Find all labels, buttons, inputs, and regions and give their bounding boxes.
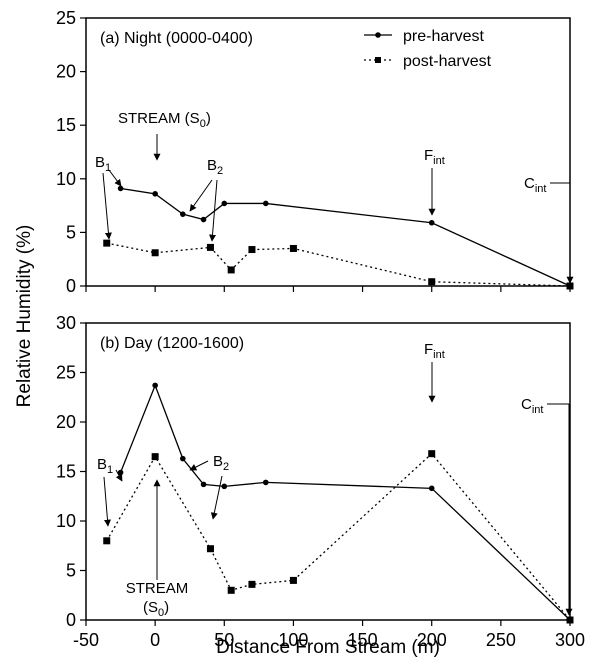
series-line-post-harvest-night	[106, 242, 571, 287]
c-int-arrow	[550, 182, 574, 284]
x-tick-label-0: -50	[73, 630, 99, 650]
b2-arrow-post-day	[210, 475, 223, 520]
point-post-harvest-night-1	[151, 249, 159, 257]
point-pre-harvest-night-1	[152, 191, 158, 197]
panel-night: (a) Night (0000-0400) pre-harvest post-h…	[56, 8, 574, 296]
x-tick-label-2: 50	[214, 630, 234, 650]
f-int-label-day: Fint	[424, 341, 445, 361]
point-post-harvest-day-5	[289, 576, 297, 584]
point-post-harvest-day-7	[566, 616, 574, 624]
point-pre-harvest-night-0	[117, 185, 124, 192]
c-int-label: Cint	[524, 175, 546, 195]
x-tick-label-1: 0	[150, 630, 160, 650]
y-tick-label-night-3: 15	[56, 115, 76, 135]
point-post-harvest-day-0	[103, 537, 111, 545]
b2-label: B2	[207, 157, 223, 177]
legend-pre-harvest-marker	[375, 32, 381, 38]
y-tick-label-day-6: 30	[56, 313, 76, 333]
b1-label-day: B1	[97, 456, 113, 476]
point-post-harvest-night-6	[428, 278, 436, 286]
b2-arrow-pre	[189, 179, 213, 212]
point-pre-harvest-day-6	[428, 485, 435, 492]
y-tick-label-day-2: 10	[56, 511, 76, 531]
point-pre-harvest-day-1	[152, 382, 158, 389]
stream-label-day: STREAM	[126, 580, 189, 597]
stream-sub-label-day: (S0)	[143, 599, 169, 619]
y-tick-label-day-1: 5	[66, 561, 76, 581]
c-int-arrow-day	[547, 403, 573, 616]
point-pre-harvest-day-5	[262, 479, 269, 486]
point-post-harvest-day-4	[248, 580, 256, 588]
b1-label: B1	[95, 154, 111, 174]
point-post-harvest-night-2	[206, 243, 214, 251]
b1-arrow-post	[102, 172, 112, 240]
point-post-harvest-night-5	[289, 244, 297, 252]
c-int-label-day: Cint	[521, 396, 543, 416]
point-post-harvest-day-3	[227, 586, 235, 594]
panel-day-title: (b) Day (1200-1600)	[100, 335, 244, 352]
b1-arrow-pre	[108, 169, 122, 187]
point-post-harvest-night-0	[103, 239, 111, 247]
legend-post-harvest-label: post-harvest	[403, 53, 492, 70]
y-tick-label-day-0: 0	[66, 610, 76, 630]
x-tick-label-5: 200	[417, 630, 447, 650]
series-line-pre-harvest-night	[120, 187, 571, 287]
series-line-post-harvest-day	[106, 452, 571, 621]
point-post-harvest-night-3	[227, 266, 235, 274]
y-tick-label-night-1: 5	[66, 222, 76, 242]
point-pre-harvest-day-0	[117, 469, 124, 476]
panel-night-annotations: B1 STREAM (S0) B2 Fint Cint	[95, 110, 574, 284]
panel-day: (b) Day (1200-1600) B1 STREAM (S0) B2 Fi…	[56, 313, 585, 650]
y-tick-label-day-5: 25	[56, 363, 76, 383]
point-post-harvest-day-2	[206, 545, 214, 553]
y-tick-label-night-4: 20	[56, 62, 76, 82]
x-tick-label-4: 150	[348, 630, 378, 650]
panel-day-annotations: B1 STREAM (S0) B2 Fint Cint	[97, 341, 573, 619]
b1-arrow-pre-day	[115, 469, 123, 482]
point-pre-harvest-day-2	[180, 455, 186, 462]
y-axis-label: Relative Humidity (%)	[14, 225, 35, 408]
point-post-harvest-day-1	[151, 453, 159, 461]
panel-night-frame	[85, 17, 571, 287]
x-tick-label-3: 100	[278, 630, 308, 650]
point-post-harvest-night-7	[566, 282, 574, 290]
x-tick-label-7: 300	[555, 630, 585, 650]
y-tick-label-night-0: 0	[66, 276, 76, 296]
y-tick-label-night-2: 10	[56, 169, 76, 189]
series-line-pre-harvest-day	[119, 383, 571, 621]
point-pre-harvest-night-5	[262, 200, 269, 207]
point-post-harvest-night-4	[248, 246, 256, 254]
point-pre-harvest-night-4	[221, 200, 228, 207]
legend-post-harvest-marker	[375, 57, 381, 63]
point-pre-harvest-night-2	[180, 211, 186, 217]
point-post-harvest-day-6	[428, 450, 436, 458]
panel-night-title: (a) Night (0000-0400)	[100, 30, 253, 47]
point-pre-harvest-night-6	[428, 219, 435, 226]
b1-arrow-post-day	[103, 476, 111, 527]
x-axis-label: Distance From Stream (m)	[216, 637, 440, 658]
point-pre-harvest-day-4	[221, 483, 228, 490]
point-pre-harvest-night-3	[200, 216, 207, 223]
f-int-label: Fint	[424, 147, 445, 167]
x-tick-label-6: 250	[486, 630, 516, 650]
panel-day-frame	[85, 322, 571, 621]
y-tick-label-day-3: 15	[56, 462, 76, 482]
y-tick-label-day-4: 20	[56, 412, 76, 432]
legend-pre-harvest-label: pre-harvest	[403, 28, 484, 45]
legend: pre-harvest post-harvest	[364, 28, 492, 70]
stream-label: STREAM (S0)	[118, 110, 211, 130]
b2-label-day: B2	[213, 453, 229, 473]
point-pre-harvest-day-3	[200, 481, 207, 488]
b2-arrow-pre-day	[189, 460, 209, 471]
y-tick-label-night-5: 25	[56, 8, 76, 28]
